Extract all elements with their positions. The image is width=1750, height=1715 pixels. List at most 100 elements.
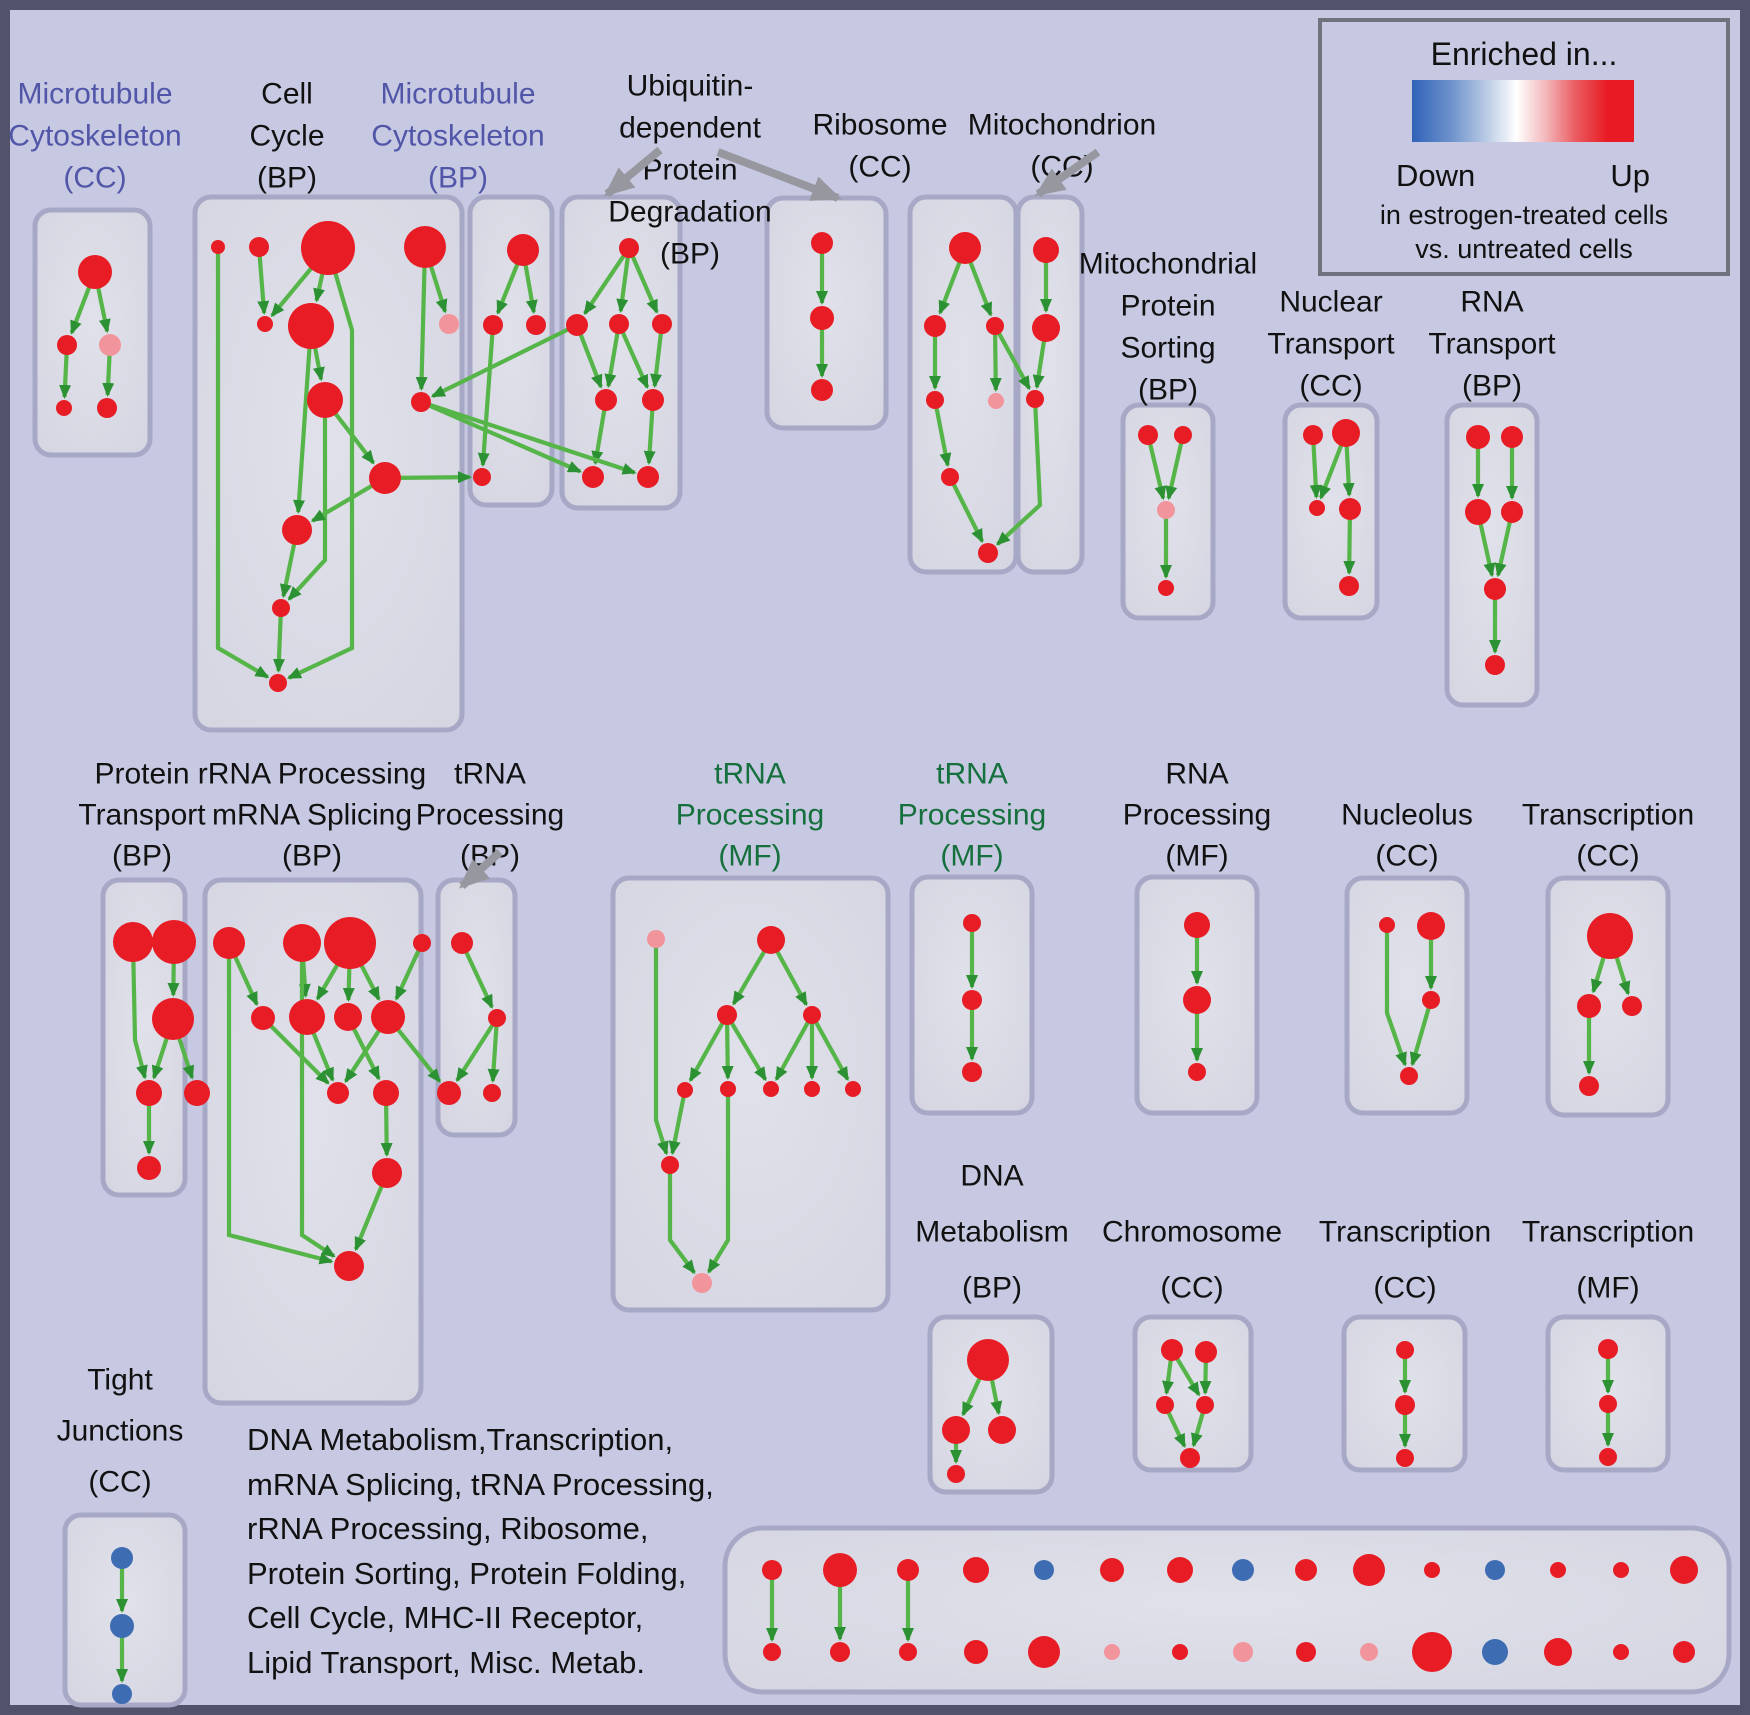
go-term-node: [112, 1684, 132, 1704]
edge-arrow: [668, 1089, 688, 1156]
go-term-node: [1100, 1558, 1124, 1582]
go-term-node: [637, 466, 659, 488]
cluster-label-microtubule-cc: Microtubule Cytoskeleton (CC): [8, 78, 181, 195]
go-term-node: [1028, 1636, 1060, 1668]
go-term-node: [963, 1557, 989, 1583]
legend-title: Enriched in...: [1430, 36, 1618, 72]
go-term-node: [652, 314, 672, 334]
go-term-node: [811, 232, 833, 254]
go-term-node: [962, 1062, 982, 1082]
go-term-node: [56, 400, 72, 416]
go-term-node: [334, 1003, 362, 1031]
go-term-node: [211, 240, 225, 254]
go-term-node: [1544, 1638, 1572, 1666]
misc-text-line: Protein Sorting, Protein Folding,: [247, 1555, 687, 1591]
go-term-node: [924, 315, 946, 337]
go-term-node: [1379, 917, 1395, 933]
edge-arrow: [721, 1014, 734, 1081]
go-term-node: [1172, 1644, 1188, 1660]
edge-arrow: [287, 247, 355, 680]
cluster-label-rna-transport: RNA Transport (BP): [1428, 286, 1556, 403]
go-term-node: [803, 1006, 821, 1024]
cluster-box-rna-transport: [1444, 402, 1540, 708]
cluster-label-mitochondrial-protein-sorting: Mitochondrial Protein Sorting (BP): [1079, 248, 1257, 407]
go-term-node: [488, 1009, 506, 1027]
legend-down-label: Down: [1396, 158, 1476, 193]
go-term-node: [964, 1640, 988, 1664]
go-term-node: [986, 317, 1004, 335]
misc-text-line: Lipid Transport, Misc. Metab.: [247, 1644, 645, 1680]
cluster-label-rna-processing-mf: RNA Processing (MF): [1123, 758, 1271, 873]
go-term-node: [152, 920, 196, 964]
cluster-label-microtubule-bp: Microtubule Cytoskeleton (BP): [371, 78, 544, 195]
edge-arrow: [650, 323, 665, 389]
cluster-box-mitochondrion-cc: [1015, 194, 1085, 575]
edge-arrow: [725, 1013, 768, 1082]
go-term-node: [1417, 912, 1445, 940]
cluster-box-transcription-cc-bottom: [1341, 1314, 1468, 1473]
edge-arrow: [460, 942, 494, 1009]
go-term-node: [1158, 580, 1174, 596]
go-term-node: [1188, 1063, 1206, 1081]
go-term-node: [1400, 1067, 1418, 1085]
go-term-node: [1303, 425, 1323, 445]
edge-arrow: [616, 247, 632, 314]
go-term-node: [1485, 1560, 1505, 1580]
go-term-node: [1332, 419, 1360, 447]
cluster-box-transcription-cc-mid: [1545, 875, 1671, 1118]
go-term-node: [1196, 1396, 1214, 1414]
go-term-node: [899, 1643, 917, 1661]
go-term-node: [1670, 1556, 1698, 1584]
go-term-node: [1360, 1643, 1378, 1661]
edge-arrow: [394, 942, 424, 1001]
edge-arrow: [810, 1013, 850, 1082]
cluster-label-transcription-cc-bottom: Transcription (CC): [1319, 1216, 1491, 1305]
go-term-node: [897, 1559, 919, 1581]
go-term-node: [949, 232, 981, 264]
edge-arrow: [627, 247, 659, 314]
go-term-node: [372, 1158, 402, 1188]
cluster-label-tight-junctions: Tight Junctions (CC): [57, 1364, 184, 1499]
go-term-node: [113, 922, 153, 962]
go-term-node: [57, 335, 77, 355]
cluster-box-cell-cycle: [192, 194, 465, 733]
legend-scale-labels: Down Up: [1396, 158, 1650, 194]
go-term-node: [369, 462, 401, 494]
go-term-node: [1161, 1339, 1183, 1361]
go-term-node: [1353, 1554, 1385, 1586]
edge-arrow: [430, 323, 578, 399]
go-term-node: [1613, 1644, 1629, 1660]
go-term-node: [404, 226, 446, 268]
go-term-node: [439, 314, 459, 334]
cluster-label-transcription-cc-mid: Transcription (CC): [1522, 799, 1694, 873]
go-term-node: [1599, 1395, 1617, 1413]
go-term-node: [1295, 1559, 1317, 1581]
cluster-box-misc-categories: [722, 1525, 1732, 1695]
go-term-node: [526, 315, 546, 335]
cluster-label-nuclear-transport: Nuclear Transport (CC): [1267, 286, 1395, 403]
go-term-node: [762, 1560, 782, 1580]
go-term-node: [1613, 1562, 1629, 1578]
misc-text-line: rRNA Processing, Ribosome,: [247, 1511, 649, 1546]
go-term-node: [1156, 1396, 1174, 1414]
legend-subtitle-line1: in estrogen-treated cells: [1379, 200, 1669, 230]
go-term-node: [1296, 1642, 1316, 1662]
go-term-node: [1466, 425, 1490, 449]
go-term-node: [289, 999, 325, 1035]
cluster-box-trna-processing-mf-large: [610, 875, 891, 1313]
edge-arrow: [215, 247, 270, 679]
go-term-node: [988, 393, 1004, 409]
cluster-label-trna-processing-mf-small: tRNA Processing (MF): [898, 758, 1046, 873]
cluster-label-cell-cycle: Cell Cycle (BP): [249, 78, 324, 195]
go-term-node: [152, 998, 194, 1040]
go-term-node: [411, 392, 431, 412]
edge-arrow: [299, 943, 336, 1258]
edge-arrow: [996, 398, 1043, 546]
go-term-node: [830, 1642, 850, 1662]
go-term-node: [619, 238, 639, 258]
go-term-node: [371, 1000, 405, 1034]
go-term-node: [566, 314, 588, 336]
go-term-node: [1501, 501, 1523, 523]
go-term-node: [324, 917, 376, 969]
edge-arrow: [272, 607, 285, 674]
